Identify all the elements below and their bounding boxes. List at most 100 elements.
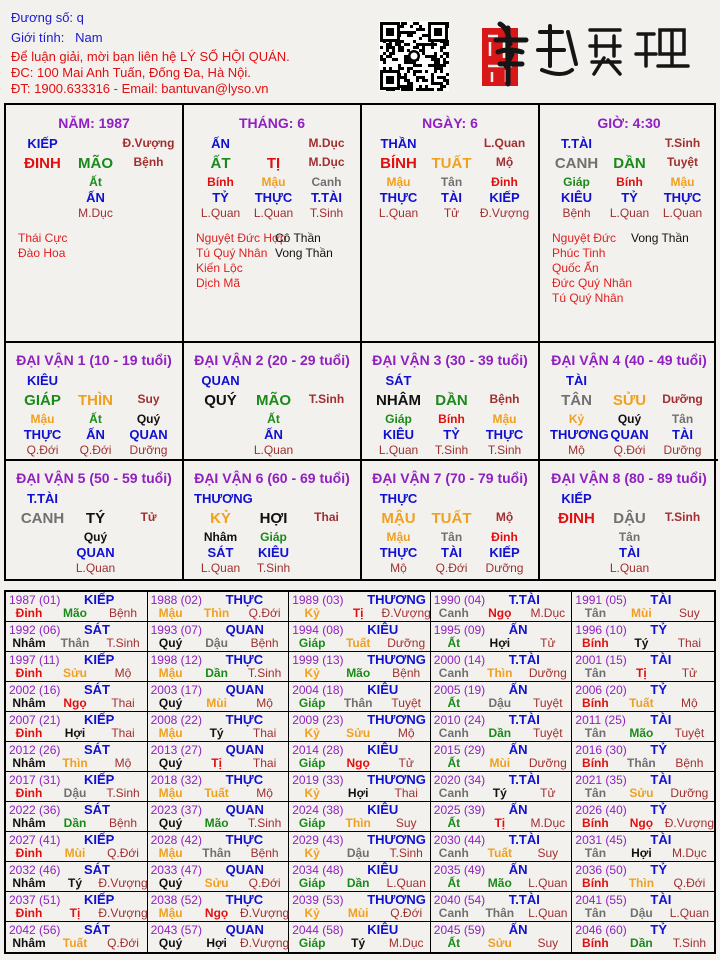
year-cell[interactable]: 2040 (54) T.TÀI Canh Thân L.Quan: [430, 892, 573, 922]
qr-code[interactable]: [379, 21, 449, 91]
year-cell[interactable]: 2034 (48) KIÊU Giáp Dần L.Quan: [289, 862, 431, 892]
year-branch: Mùi: [347, 906, 369, 920]
year-cell[interactable]: 2027 (41) KIẾP Đinh Mùi Q.Đới: [6, 832, 148, 862]
year-stage: Q.Đới: [248, 606, 281, 620]
dai-van-cell[interactable]: ĐẠI VẬN 7 (70 - 79 tuổi) THỰC MẬU TUẤT Mộ Mậu…: [362, 461, 540, 579]
year-cell[interactable]: 2012 (26) SÁT Nhâm Thìn Mộ: [6, 742, 148, 772]
year-cell[interactable]: 2022 (36) SÁT Nhâm Dần Bệnh: [6, 802, 148, 832]
year-cell[interactable]: 2016 (30) TỶ Bính Thân Bệnh: [572, 742, 714, 772]
year-cell[interactable]: 2033 (47) QUAN Quý Sửu Q.Đới: [147, 862, 290, 892]
year-cell[interactable]: 2005 (19) ẤN Ất Dậu Tuyệt: [430, 682, 573, 712]
year-cell[interactable]: 2021 (35) TÀI Tân Sửu Dưỡng: [572, 772, 714, 802]
hidden-stage: T.Sinh: [256, 561, 291, 575]
year-cell[interactable]: 2035 (49) ẤN Ất Mão L.Quan: [430, 862, 573, 892]
year-stem: Tân: [584, 906, 607, 920]
year-cell[interactable]: 2008 (22) THỰC Mậu Tý Thai: [147, 712, 290, 742]
year-cell[interactable]: 2004 (18) KIÊU Giáp Thân Tuyệt: [289, 682, 431, 712]
year-cell[interactable]: 2042 (56) SÁT Nhâm Tuất Q.Đới: [6, 922, 148, 952]
dai-van-cell[interactable]: ĐẠI VẬN 3 (30 - 39 tuổi) SÁT NHÂM DẦN Bệnh Gi…: [362, 343, 540, 461]
hidden-star: THỰC: [379, 545, 418, 560]
year-cell[interactable]: 2000 (14) T.TÀI Canh Thìn Dưỡng: [430, 652, 573, 682]
year-branch: Thân: [343, 696, 373, 710]
year-star: T.TÀI: [508, 772, 540, 787]
year-label: 2020 (34): [433, 773, 486, 787]
year-cell[interactable]: 1997 (11) KIẾP Đinh Sửu Mộ: [6, 652, 148, 682]
year-cell[interactable]: 1993 (07) QUAN Quý Dậu Bệnh: [147, 622, 290, 652]
year-cell[interactable]: 1989 (03) THƯƠNG Kỷ Tị Đ.Vượng: [289, 592, 431, 622]
year-stage: T.Sinh: [106, 786, 140, 800]
hidden-stage: L.Quan: [75, 561, 116, 575]
hidden-star: THỰC: [485, 427, 524, 442]
dai-van-cell[interactable]: ĐẠI VẬN 2 (20 - 29 tuổi) QUAN QUÝ MÃO T.Sinh…: [184, 343, 362, 461]
year-cell[interactable]: 1987 (01) KIẾP Đinh Mão Bệnh: [6, 592, 148, 622]
dai-van-cell[interactable]: ĐẠI VẬN 4 (40 - 49 tuổi) TÀI TÂN SỬU Dưỡng Kỷ…: [540, 343, 718, 461]
year-label: 2004 (18): [292, 683, 344, 697]
dai-van-title: ĐẠI VẬN 5 (50 - 59 tuổi): [16, 470, 172, 486]
year-cell[interactable]: 2044 (58) KIÊU Giáp Tý M.Dục: [289, 922, 431, 952]
year-cell[interactable]: 2038 (52) THỰC Mậu Ngọ Đ.Vượng: [147, 892, 289, 922]
year-label: 2041 (55): [575, 893, 627, 907]
year-cell[interactable]: 2046 (60) TỶ Bính Dần T.Sinh: [572, 922, 714, 952]
year-cell[interactable]: 1992 (06) SÁT Nhâm Thân T.Sinh: [6, 622, 148, 652]
year-cell[interactable]: 2039 (53) THƯƠNG Kỷ Mùi Q.Đới: [289, 892, 431, 922]
hidden-stage: Dưỡng: [663, 443, 702, 457]
year-stem: Bính: [582, 756, 609, 770]
year-cell[interactable]: 1996 (10) TỶ Bính Tý Thai: [572, 622, 714, 652]
year-cell[interactable]: 2007 (21) KIẾP Đinh Hợi Thai: [6, 712, 148, 742]
year-cell[interactable]: 2041 (55) TÀI Tân Dậu L.Quan: [572, 892, 714, 922]
year-cell[interactable]: 1991 (05) TÀI Tân Mùi Suy: [572, 592, 714, 622]
hidden-stage: Dưỡng: [129, 443, 168, 457]
year-cell[interactable]: 2018 (32) THỰC Mậu Tuất Mộ: [147, 772, 290, 802]
year-cell[interactable]: 2032 (46) SÁT Nhâm Tý Đ.Vượng: [6, 862, 148, 892]
shensha-item: Nguyệt Đức: [552, 231, 617, 245]
ten-god-star: SÁT: [385, 373, 412, 388]
heavenly-stem: GIÁP: [24, 392, 61, 409]
year-stem: Quý: [158, 876, 183, 890]
year-cell[interactable]: 2028 (42) THỰC Mậu Thân Bệnh: [147, 832, 290, 862]
dai-van-cell[interactable]: ĐẠI VẬN 6 (60 - 69 tuổi) THƯƠNG KỶ HỢI Thai N…: [184, 461, 362, 579]
year-cell[interactable]: 2024 (38) KIÊU Giáp Thìn Suy: [289, 802, 431, 832]
shensha-item: Nguyệt Đức Hợp: [196, 231, 287, 245]
year-cell[interactable]: 2026 (40) TỶ Bính Ngọ Đ.Vượng: [572, 802, 714, 832]
year-cell[interactable]: 2045 (59) ẤN Ất Sửu Suy: [431, 922, 573, 952]
year-cell[interactable]: 1988 (02) THỰC Mậu Thìn Q.Đới: [147, 592, 290, 622]
year-cell[interactable]: 1995 (09) ẤN Ất Hợi Tử: [430, 622, 573, 652]
year-cell[interactable]: 2019 (33) THƯƠNG Kỷ Hợi Thai: [289, 772, 431, 802]
year-cell[interactable]: 2030 (44) T.TÀI Canh Tuất Suy: [430, 832, 573, 862]
year-star: TỶ: [650, 922, 668, 937]
year-cell[interactable]: 1990 (04) T.TÀI Canh Ngọ M.Dục: [430, 592, 573, 622]
year-cell[interactable]: 2020 (34) T.TÀI Canh Tý Tử: [430, 772, 573, 802]
year-cell[interactable]: 2009 (23) THƯƠNG Kỷ Sửu Mộ: [289, 712, 431, 742]
year-cell[interactable]: 2043 (57) QUAN Quý Hợi Đ.Vượng: [148, 922, 289, 952]
year-cell[interactable]: 2002 (16) SÁT Nhâm Ngọ Thai: [6, 682, 148, 712]
year-cell[interactable]: 1999 (13) THƯƠNG Kỷ Mão Bệnh: [289, 652, 431, 682]
year-cell[interactable]: 1998 (12) THỰC Mậu Dần T.Sinh: [147, 652, 290, 682]
year-cell[interactable]: 2029 (43) THƯƠNG Kỷ Dậu T.Sinh: [289, 832, 431, 862]
year-cell[interactable]: 2011 (25) TÀI Tân Mão Tuyệt: [572, 712, 714, 742]
dai-van-cell[interactable]: ĐẠI VẬN 5 (50 - 59 tuổi) T.TÀI CANH TÝ Tử Quý…: [6, 461, 184, 579]
dai-van-cell[interactable]: ĐẠI VẬN 1 (10 - 19 tuổi) KIÊU GIÁP THÌN Suy M…: [6, 343, 184, 461]
year-cell[interactable]: 2003 (17) QUAN Quý Mùi Mộ: [147, 682, 290, 712]
ten-god-star: T.TÀI: [26, 491, 59, 506]
year-cell[interactable]: 2017 (31) KIẾP Đinh Dậu T.Sinh: [6, 772, 148, 802]
year-branch: Mùi: [206, 696, 227, 710]
year-cell[interactable]: 2014 (28) KIÊU Giáp Ngọ Tử: [289, 742, 431, 772]
year-label: 2008 (22): [150, 713, 202, 727]
year-cell[interactable]: 2010 (24) T.TÀI Canh Dần Tuyệt: [430, 712, 573, 742]
year-cell[interactable]: 2037 (51) KIẾP Đinh Tị Đ.Vượng: [6, 892, 148, 922]
year-label: 2016 (30): [575, 743, 627, 757]
year-label: 2000 (14): [433, 653, 486, 667]
year-cell[interactable]: 2036 (50) TỶ Bính Thìn Q.Đới: [572, 862, 714, 892]
hidden-stem: Đinh: [491, 530, 518, 544]
year-cell[interactable]: 2023 (37) QUAN Quý Mão T.Sinh: [147, 802, 290, 832]
year-cell[interactable]: 2013 (27) QUAN Quý Tị Thai: [147, 742, 290, 772]
hidden-star: TÀI: [441, 190, 462, 205]
year-cell[interactable]: 2015 (29) ẤN Ất Mùi Dưỡng: [430, 742, 573, 772]
year-cell[interactable]: 2001 (15) TÀI Tân Tị Tử: [572, 652, 714, 682]
year-cell[interactable]: 2031 (45) TÀI Tân Hợi M.Dục: [572, 832, 714, 862]
year-cell[interactable]: 1994 (08) KIÊU Giáp Tuất Dưỡng: [289, 622, 431, 652]
pillar-cell: GIỜ: 4:30 T.TÀI T.Sinh CANH DẦN Tuyệt Giáp Bính…: [540, 105, 718, 341]
year-cell[interactable]: 2025 (39) ẤN Ất Tị M.Dục: [430, 802, 573, 832]
year-cell[interactable]: 2006 (20) TỶ Bính Tuất Mộ: [572, 682, 714, 712]
dai-van-cell[interactable]: ĐẠI VẬN 8 (80 - 89 tuổi) KIẾP ĐINH DẬU T.Sin…: [540, 461, 718, 579]
